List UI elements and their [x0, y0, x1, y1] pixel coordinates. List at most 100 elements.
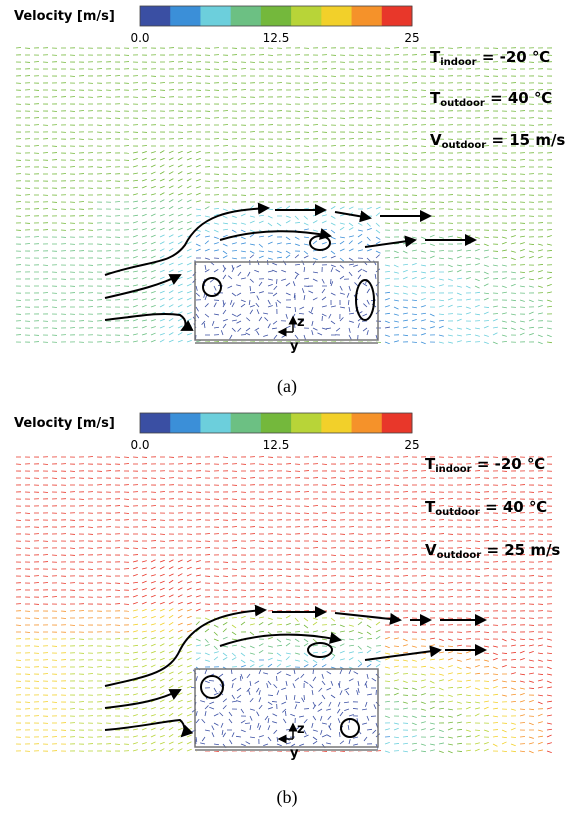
velocity-vector	[169, 608, 173, 611]
velocity-vector	[151, 665, 155, 667]
velocity-vector	[412, 258, 417, 259]
velocity-vector	[466, 667, 471, 668]
velocity-vector	[178, 158, 182, 160]
velocity-vector	[187, 173, 192, 174]
velocity-vector	[376, 622, 380, 625]
velocity-vector	[448, 258, 453, 259]
velocity-vector	[340, 223, 345, 224]
velocity-vector	[520, 715, 525, 716]
velocity-vector	[421, 702, 426, 704]
velocity-vector	[286, 681, 287, 686]
velocity-vector	[232, 230, 236, 232]
colorbar-title: Velocity [m/s]	[14, 416, 115, 431]
colorbar-tick-label: 25	[404, 31, 419, 45]
velocity-vector	[412, 660, 417, 661]
velocity-vector	[448, 305, 453, 307]
velocity-vector	[466, 695, 471, 696]
velocity-vector	[547, 236, 552, 237]
velocity-vector	[142, 574, 147, 576]
velocity-vector	[151, 687, 156, 688]
velocity-vector	[160, 686, 164, 688]
velocity-vector	[187, 686, 192, 688]
velocity-vector	[538, 342, 543, 344]
velocity-vector	[340, 659, 345, 660]
colorbar-title: Velocity [m/s]	[14, 9, 115, 24]
velocity-vector	[340, 265, 344, 268]
velocity-vector	[196, 657, 200, 660]
velocity-vector	[230, 300, 232, 305]
velocity-vector	[274, 335, 277, 339]
velocity-vector	[529, 286, 534, 287]
velocity-vector	[133, 645, 138, 646]
velocity-vector	[286, 206, 290, 209]
velocity-vector	[547, 660, 552, 661]
velocity-vector	[169, 686, 173, 688]
velocity-vector	[142, 277, 147, 279]
velocity-vector	[376, 651, 381, 653]
velocity-vector	[502, 250, 507, 251]
velocity-vector	[448, 328, 453, 330]
velocity-vector	[263, 673, 268, 674]
velocity-vector	[133, 694, 138, 695]
velocity-vector	[169, 629, 173, 632]
velocity-vector	[385, 305, 390, 307]
velocity-vector	[232, 320, 237, 321]
velocity-vector	[237, 688, 241, 691]
velocity-vector	[178, 574, 182, 576]
velocity-vector	[484, 326, 489, 328]
velocity-vector	[322, 279, 324, 283]
velocity-vector	[302, 288, 304, 293]
velocity-vector	[250, 279, 254, 282]
velocity-vector	[376, 223, 380, 226]
velocity-vector	[457, 645, 462, 646]
velocity-vector	[133, 250, 138, 251]
velocity-vector	[268, 623, 272, 625]
velocity-vector	[133, 229, 138, 230]
velocity-vector	[196, 603, 201, 604]
velocity-vector	[142, 644, 147, 646]
velocity-vector	[439, 667, 444, 669]
velocity-vector	[151, 165, 156, 167]
velocity-vector	[430, 251, 435, 252]
velocity-vector	[214, 327, 219, 328]
velocity-vector	[358, 681, 359, 686]
velocity-vector	[367, 289, 370, 293]
velocity-vector	[448, 695, 453, 697]
velocity-vector	[309, 311, 313, 314]
velocity-vector	[202, 719, 205, 723]
colorbar-segment	[321, 6, 352, 26]
velocity-vector	[257, 296, 259, 300]
velocity-vector	[376, 230, 380, 233]
velocity-vector	[263, 335, 268, 336]
velocity-vector	[331, 306, 336, 307]
velocity-vector	[232, 243, 237, 244]
velocity-vector	[340, 307, 345, 308]
velocity-vector	[385, 637, 390, 639]
velocity-vector	[151, 214, 156, 216]
velocity-vector	[394, 272, 399, 273]
velocity-vector	[133, 235, 138, 237]
velocity-vector	[331, 321, 335, 324]
velocity-vector	[178, 686, 183, 688]
velocity-vector	[169, 326, 173, 328]
velocity-vector	[403, 320, 408, 321]
velocity-vector	[240, 676, 241, 681]
velocity-vector	[294, 695, 295, 700]
annotation-subscript: outdoor	[440, 98, 485, 109]
velocity-vector	[403, 660, 408, 661]
velocity-vector	[511, 314, 516, 315]
velocity-vector	[430, 256, 435, 258]
velocity-vector	[187, 326, 192, 328]
velocity-vector	[151, 256, 156, 258]
velocity-vector	[331, 267, 333, 272]
velocity-vector	[312, 330, 313, 335]
velocity-vector	[319, 688, 322, 692]
velocity-vector	[178, 671, 182, 674]
velocity-vector	[247, 688, 250, 692]
velocity-vector	[196, 639, 201, 641]
velocity-vector	[403, 708, 408, 709]
velocity-vector	[133, 327, 138, 328]
velocity-vector	[214, 303, 216, 307]
velocity-vector	[205, 618, 210, 620]
velocity-vector	[349, 223, 353, 226]
